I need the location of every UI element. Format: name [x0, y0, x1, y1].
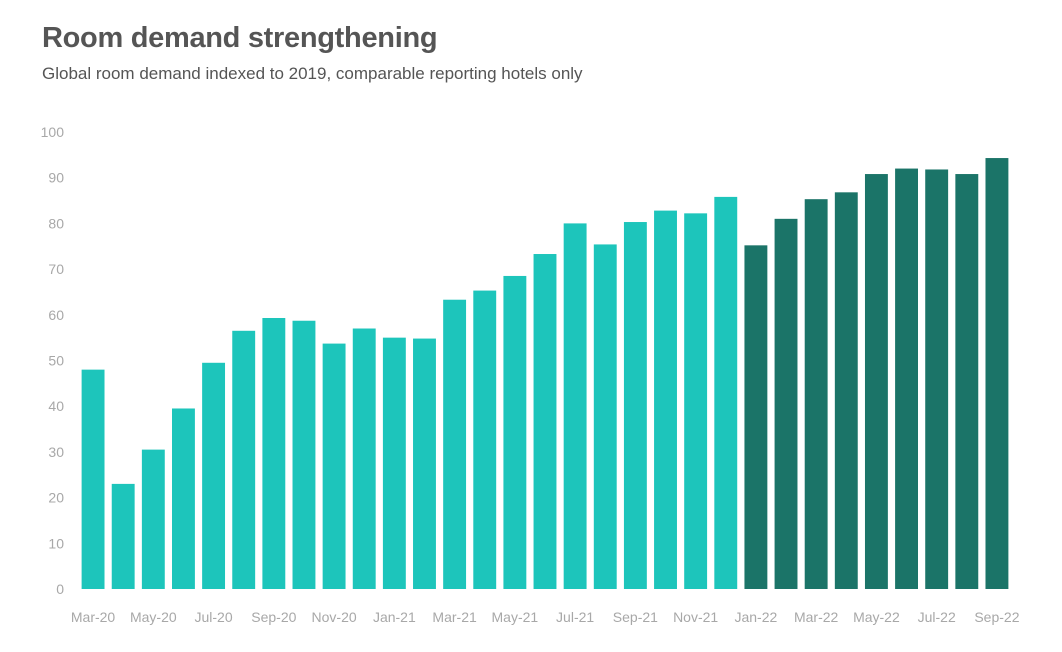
y-tick-label: 20	[48, 490, 64, 506]
x-tick-label: Jul-21	[556, 609, 594, 625]
bar-dec-20	[352, 328, 376, 589]
bar-feb-21	[413, 338, 436, 589]
x-tick-label: Sep-22	[974, 609, 1019, 625]
chart-subtitle: Global room demand indexed to 2019, comp…	[42, 64, 583, 83]
x-tick-label: Jan-21	[373, 609, 416, 625]
bar-nov-20	[322, 343, 346, 589]
x-tick-label: Sep-21	[613, 609, 658, 625]
y-tick-label: 40	[48, 398, 64, 414]
x-tick-label: Sep-20	[251, 609, 296, 625]
y-tick-label: 50	[48, 353, 64, 369]
y-tick-label: 70	[48, 261, 64, 277]
bar-oct-21	[654, 210, 677, 589]
x-tick-label: Mar-22	[794, 609, 839, 625]
bar-aug-20	[232, 330, 256, 589]
bar-apr-21	[473, 290, 497, 589]
bar-nov-21	[684, 213, 708, 589]
x-tick-label: May-21	[492, 609, 539, 625]
x-axis: Mar-20 May-20 Jul-20 Sep-20 Nov-20 Jan-21 Mar-…	[71, 609, 1020, 625]
bar-jul-21	[563, 223, 587, 589]
bar-may-21	[503, 275, 527, 589]
bar-apr-20	[111, 483, 135, 589]
bar-dec-21	[714, 196, 738, 590]
bar-mar-22	[804, 199, 828, 589]
y-axis: 0 10 20 30 40 50 60 70 80 90 100	[41, 124, 65, 597]
bar-may-20	[141, 449, 165, 589]
y-tick-label: 90	[48, 170, 64, 186]
x-tick-label: Mar-21	[432, 609, 477, 625]
x-tick-label: Nov-20	[312, 609, 357, 625]
bar-jun-22	[895, 168, 918, 589]
bar-jul-22	[925, 169, 949, 589]
bar-mar-21	[443, 299, 467, 589]
bar-mar-20	[81, 369, 105, 589]
bar-oct-20	[292, 320, 316, 589]
x-tick-label: Nov-21	[673, 609, 718, 625]
x-tick-label: Jan-22	[734, 609, 777, 625]
y-tick-label: 30	[48, 444, 64, 460]
y-tick-label: 100	[41, 124, 65, 140]
bar-jun-20	[172, 408, 195, 589]
bars	[81, 158, 1009, 590]
bar-jan-22	[744, 245, 768, 589]
bar-jun-21	[533, 254, 557, 590]
y-tick-label: 0	[56, 581, 64, 597]
bar-sep-20	[262, 317, 286, 589]
x-tick-label: Mar-20	[71, 609, 116, 625]
x-tick-label: May-22	[853, 609, 900, 625]
x-tick-label: Jul-22	[918, 609, 956, 625]
bar-aug-21	[593, 244, 617, 589]
x-tick-label: May-20	[130, 609, 177, 625]
bar-jan-21	[382, 337, 406, 589]
bar-apr-22	[834, 192, 858, 589]
bar-sep-22	[985, 158, 1009, 589]
y-tick-label: 10	[48, 535, 64, 551]
x-tick-label: Jul-20	[195, 609, 233, 625]
bar-jul-20	[202, 362, 226, 589]
bar-sep-21	[623, 222, 647, 590]
chart-title: Room demand strengthening	[42, 22, 438, 54]
y-tick-label: 80	[48, 215, 64, 231]
bar-feb-22	[774, 218, 798, 589]
bar-aug-22	[955, 174, 979, 589]
bar-may-22	[864, 174, 888, 589]
y-tick-label: 60	[48, 307, 64, 323]
